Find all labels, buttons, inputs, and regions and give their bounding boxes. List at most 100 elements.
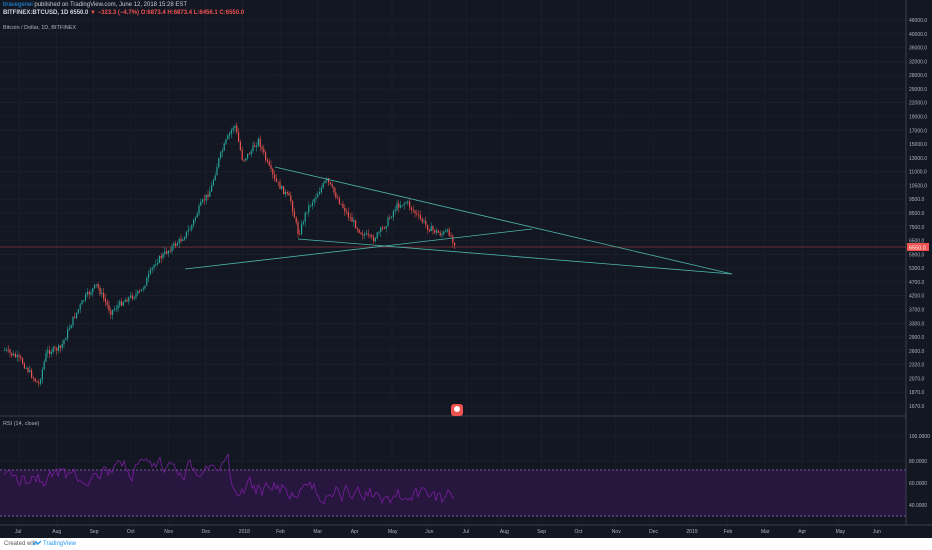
candle-body [45, 352, 47, 362]
candle-body [92, 288, 94, 293]
rsi-tick-label: 100.0000 [909, 434, 930, 440]
candle-body [77, 309, 79, 313]
candle-body [437, 230, 439, 233]
candle-body [292, 201, 294, 212]
candle-body [104, 298, 106, 302]
candle-body [284, 191, 286, 195]
idea-marker-icon[interactable] [451, 404, 463, 416]
candle-body [360, 232, 362, 235]
candle-body [40, 379, 42, 384]
candle-body [239, 141, 241, 151]
candle-body [29, 370, 31, 372]
candle-body [446, 229, 448, 232]
rsi-tick-label: 80.0000 [909, 459, 927, 465]
rsi-band [0, 470, 906, 516]
symbol-label[interactable]: BITFINEX:BTCUSD, 1D [3, 10, 69, 16]
rsi-axis: 100.0000 80.0000 60.0000 40.0000 [909, 434, 930, 509]
candle-body [365, 233, 367, 235]
candle-body [65, 338, 67, 340]
grid-lines [0, 0, 906, 525]
tradingview-link[interactable]: TradingView [43, 541, 77, 547]
candle-body [47, 350, 49, 353]
candle-body [304, 212, 306, 222]
candle-body [335, 192, 337, 198]
price-tick-label: 9500.0 [909, 197, 925, 203]
candle-body [392, 211, 394, 217]
price-tick-label: 17000.0 [909, 128, 927, 134]
rsi-title: RSI (14, close) [3, 421, 40, 427]
price-tick-label: 1870.0 [909, 390, 925, 396]
price-tick-label: 3300.0 [909, 321, 925, 327]
candle-body [275, 178, 277, 182]
candle-body [227, 135, 229, 140]
candle-body [410, 207, 412, 210]
chart-area[interactable]: 46000.0 40000.0 36000.0 32000.0 28000.0 25000… [0, 0, 932, 538]
candle-body [130, 295, 132, 298]
candle-body [144, 285, 146, 289]
candle-body [18, 355, 20, 357]
price-tick-label: 19000.0 [909, 115, 927, 121]
candle-body [331, 184, 333, 187]
time-tick-label: Oct [575, 529, 583, 535]
candle-body [311, 202, 313, 206]
footer: Created with TradingView [0, 538, 932, 550]
candle-body [320, 187, 322, 193]
candle-body [306, 212, 308, 213]
candle-body [274, 174, 276, 179]
price-tick-label: 32000.0 [909, 59, 927, 65]
candle-body [171, 246, 173, 252]
last-price: 6550.0 [70, 10, 89, 16]
candle-body [7, 349, 9, 351]
trendline-upper [274, 166, 733, 275]
time-tick-label: Jul [463, 529, 469, 535]
candle-body [270, 165, 272, 169]
candle-body [400, 205, 402, 208]
candle-body [41, 369, 43, 380]
candle-body [68, 328, 70, 330]
price-tick-label: 11000.0 [909, 170, 927, 176]
candle-body [221, 150, 223, 153]
time-tick-label: Apr [351, 529, 359, 535]
candle-body [193, 219, 195, 226]
time-tick-label: Nov [164, 529, 173, 535]
candle-body [207, 194, 209, 197]
candle-body [259, 138, 261, 147]
price-tick-label: 5300.0 [909, 266, 925, 272]
candle-body [286, 191, 288, 194]
candle-body [247, 153, 249, 159]
candle-body [67, 329, 69, 339]
rsi-tick-label: 40.0000 [909, 503, 927, 509]
candle-body [412, 209, 414, 211]
candle-body [319, 192, 321, 195]
candle-body [394, 209, 396, 212]
candle-body [288, 193, 290, 196]
chart-canvas[interactable]: 46000.0 40000.0 36000.0 32000.0 28000.0 25000… [0, 0, 932, 538]
candle-body [428, 229, 430, 232]
candle-body [374, 238, 376, 242]
candle-body [344, 207, 346, 212]
candles [4, 122, 456, 387]
candle-body [441, 233, 443, 236]
candle-body [229, 133, 231, 136]
candle-body [164, 251, 166, 254]
candle-body [121, 301, 123, 306]
time-tick-label: Feb [724, 529, 733, 535]
price-tick-label: 2070.0 [909, 376, 925, 382]
time-tick-label: Dec [202, 529, 211, 535]
candle-body [160, 256, 162, 259]
candle-body [439, 232, 441, 236]
candle-body [142, 288, 144, 290]
candle-body [88, 292, 90, 295]
time-tick-label: Sep [537, 529, 546, 535]
candle-body [414, 210, 416, 214]
candle-body [358, 229, 360, 233]
candle-body [376, 232, 378, 239]
author-link[interactable]: bravegenei [3, 2, 33, 8]
candle-body [122, 302, 124, 306]
candle-body [99, 287, 101, 294]
candle-body [220, 152, 222, 158]
candle-body [115, 308, 117, 310]
candle-body [25, 368, 27, 369]
candle-body [356, 228, 358, 230]
candle-body [409, 201, 411, 208]
